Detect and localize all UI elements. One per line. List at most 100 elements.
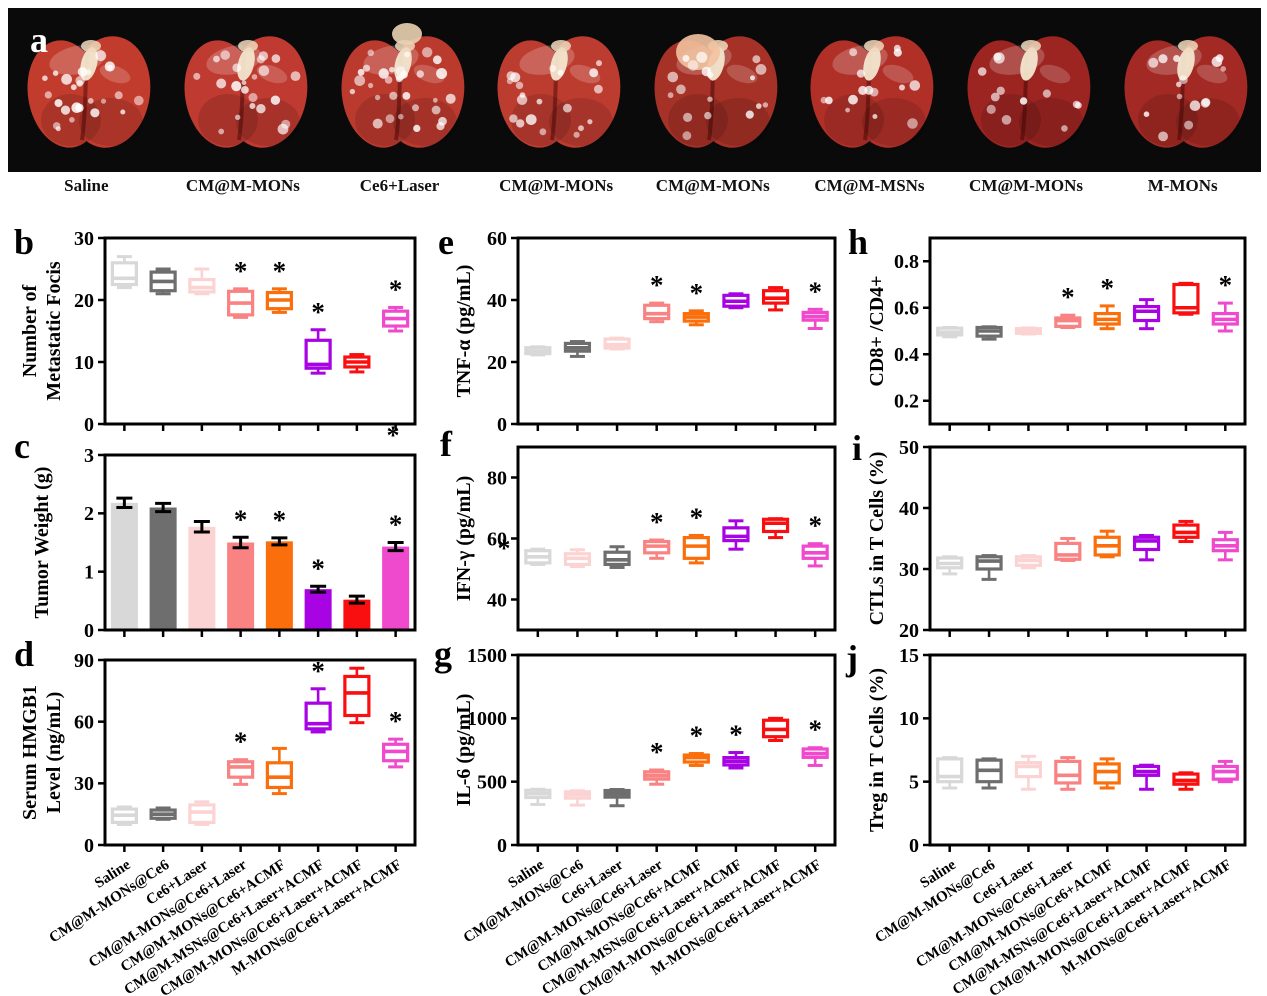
plot-border bbox=[103, 236, 417, 426]
y-tick-label: 0.2 bbox=[894, 391, 919, 413]
box-Saline bbox=[110, 255, 138, 290]
box-CM@M-MONs@Ce6+Laser+ACMF bbox=[761, 286, 790, 312]
plot-border bbox=[928, 445, 1247, 632]
box-M-MONs@Ce6+Laser+ACMF: * bbox=[801, 511, 829, 568]
box-CM@M-MONs@Ce6+Laser: * bbox=[643, 507, 671, 560]
y-tick-label: 80 bbox=[487, 467, 507, 489]
y-axis-label: Treg in T Cells (%) bbox=[866, 668, 888, 832]
plot-border bbox=[516, 445, 837, 632]
y-axis-label: CD8+ /CD4+ bbox=[866, 275, 888, 386]
box-rect bbox=[722, 526, 750, 543]
box-CM@M-MSNs@Ce6+Laser+ACMF: * bbox=[304, 656, 332, 734]
sig-asterisk: * bbox=[1219, 270, 1233, 300]
y-axis-label: Serum HMGB1 bbox=[19, 685, 41, 820]
bar-rect bbox=[227, 542, 255, 629]
box-rect bbox=[265, 761, 293, 790]
bar-rect bbox=[188, 526, 216, 629]
box-CM@M-MSNs@Ce6+Laser+ACMF bbox=[1132, 298, 1161, 331]
lung-photo-cell bbox=[635, 10, 792, 170]
box-CM@M-MONs@Ce6 bbox=[975, 554, 1003, 581]
bar-CM@M-MONs@Ce6+ACMF: * bbox=[265, 505, 293, 629]
box-rect bbox=[188, 277, 216, 294]
y-tick-label: 30 bbox=[899, 559, 919, 581]
sig-asterisk: * bbox=[273, 505, 287, 535]
y-tick-label: 0.8 bbox=[894, 251, 919, 273]
bar-CM@M-MONs@Ce6+Laser+ACMF bbox=[343, 594, 371, 629]
bar-rect bbox=[265, 541, 293, 629]
y-axis-label: IL-6 (pg/mL) bbox=[453, 694, 475, 807]
box-rect bbox=[975, 555, 1003, 571]
box-rect bbox=[1093, 762, 1121, 785]
box-CM@M-MONs@Ce6 bbox=[975, 325, 1003, 341]
box-M-MONs@Ce6+Laser+ACMF: * bbox=[382, 706, 410, 769]
sig-asterisk: * bbox=[808, 511, 822, 541]
plot-border bbox=[516, 653, 837, 847]
plot-border bbox=[103, 453, 417, 632]
box-rect bbox=[1054, 541, 1082, 561]
y-axis-label: TNF-α (pg/mL) bbox=[453, 265, 475, 398]
sig-asterisk: * bbox=[389, 510, 403, 540]
y-axis-label: Level (ng/mL) bbox=[43, 692, 65, 814]
box-Saline bbox=[524, 547, 552, 566]
box-CM@M-MONs@Ce6+Laser: * bbox=[643, 737, 671, 786]
sig-asterisk: * bbox=[1100, 273, 1114, 303]
box-M-MONs@Ce6+Laser+ACMF: * bbox=[801, 276, 829, 331]
box-CM@M-MONs@Ce6+ACMF: * bbox=[265, 256, 293, 314]
box-CM@M-MONs@Ce6+Laser: * bbox=[227, 727, 255, 786]
y-tick-label: 30 bbox=[74, 773, 94, 795]
lung-photo-cell bbox=[8, 10, 165, 170]
sig-asterisk: * bbox=[311, 553, 325, 583]
box-CM@M-MONs@Ce6+ACMF: * bbox=[682, 721, 710, 767]
sig-asterisk: * bbox=[650, 270, 664, 300]
plot-border bbox=[928, 653, 1247, 847]
box-Saline bbox=[110, 805, 138, 826]
photo-label: Saline bbox=[64, 176, 109, 195]
lung-photo-cell bbox=[1104, 10, 1261, 170]
panel-letter-c: c bbox=[14, 426, 30, 466]
photo-label: Ce6+Laser bbox=[359, 176, 440, 195]
panel-letter-b: b bbox=[14, 222, 35, 262]
sig-asterisk: * bbox=[729, 720, 743, 750]
box-CM@M-MONs@Ce6+ACMF bbox=[1093, 757, 1121, 790]
box-CM@M-MONs@Ce6+Laser bbox=[1054, 756, 1082, 791]
sig-asterisk: * bbox=[650, 737, 664, 767]
box-CM@M-MSNs@Ce6+Laser+ACMF bbox=[722, 292, 750, 310]
sig-asterisk: * bbox=[1061, 282, 1075, 312]
sig-asterisk: * bbox=[273, 256, 287, 286]
y-tick-label: 0 bbox=[497, 414, 507, 436]
y-tick-label: 30 bbox=[74, 228, 94, 250]
lung-photo-4 bbox=[497, 36, 621, 148]
y-axis-label: Metastatic Focis bbox=[43, 261, 65, 401]
panel-letter-j: j bbox=[846, 638, 858, 678]
box-CM@M-MONs@Ce6+Laser+ACMF bbox=[761, 716, 790, 742]
box-CM@M-MSNs@Ce6+Laser+ACMF bbox=[1132, 533, 1161, 562]
box-CM@M-MONs@Ce6 bbox=[149, 806, 177, 821]
box-CM@M-MSNs@Ce6+Laser+ACMF bbox=[722, 519, 750, 551]
sig-asterisk: * bbox=[650, 507, 664, 537]
lung-photo-cell bbox=[478, 10, 635, 170]
y-tick-label: 0.6 bbox=[894, 298, 919, 320]
box-CM@M-MONs@Ce6+Laser: * bbox=[227, 256, 255, 319]
lung-photo-2 bbox=[184, 36, 308, 148]
y-tick-label: 40 bbox=[487, 589, 507, 611]
bar-CM@M-MONs@Ce6+Laser: * bbox=[227, 504, 255, 629]
y-tick-label: 0 bbox=[84, 835, 94, 857]
box-Ce6+Laser bbox=[603, 336, 631, 351]
sig-asterisk: * bbox=[389, 274, 403, 304]
box-CM@M-MONs@Ce6+Laser: * bbox=[1054, 282, 1082, 330]
y-tick-label: 0.4 bbox=[894, 344, 919, 366]
box-CM@M-MONs@Ce6 bbox=[563, 548, 592, 569]
box-Ce6+Laser bbox=[1014, 554, 1043, 570]
y-tick-label: 40 bbox=[899, 498, 919, 520]
y-tick-label: 15 bbox=[899, 645, 919, 667]
box-Ce6+Laser bbox=[603, 788, 631, 808]
box-CM@M-MONs@Ce6+Laser+ACMF bbox=[343, 353, 371, 374]
box-rect bbox=[1132, 304, 1161, 323]
y-tick-label: 20 bbox=[899, 620, 919, 642]
box-M-MONs@Ce6+Laser+ACMF: * bbox=[1211, 270, 1239, 333]
y-tick-label: 60 bbox=[487, 228, 507, 250]
lung-photo-strip: a bbox=[8, 8, 1261, 172]
panel-letter-g: g bbox=[434, 634, 452, 674]
